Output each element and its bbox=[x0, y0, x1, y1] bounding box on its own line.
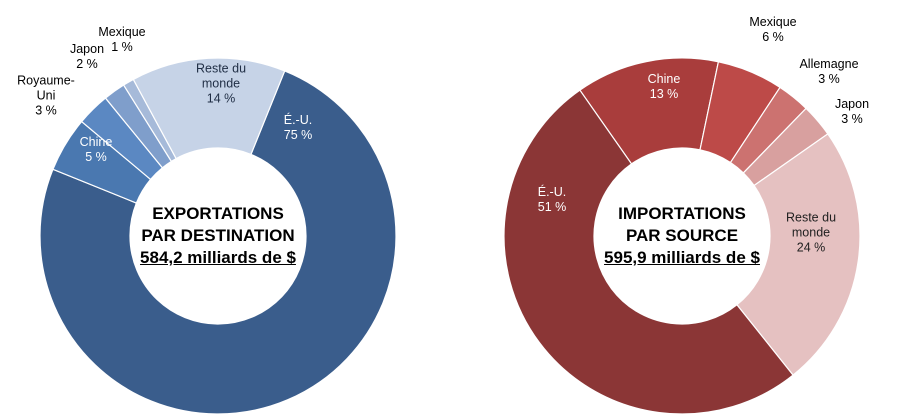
category-name: Japon bbox=[69, 42, 105, 56]
slice-label: É.-U. 75 % bbox=[263, 113, 333, 143]
category-name: Chine bbox=[647, 72, 681, 86]
slice-label: Reste du monde 14 % bbox=[186, 62, 256, 107]
value-label: 3 % bbox=[841, 112, 863, 126]
center-total: 584,2 milliards de $ bbox=[140, 248, 296, 267]
value-label: 2 % bbox=[76, 57, 98, 71]
value-label: 1 % bbox=[111, 40, 133, 54]
category-name: Royaume-Uni bbox=[17, 73, 75, 103]
value-label: 75 % bbox=[283, 128, 313, 142]
center-title: EXPORTATIONS PAR DESTINATION bbox=[141, 204, 295, 245]
value-label: 5 % bbox=[85, 150, 107, 164]
slice-label: Chine 5 % bbox=[66, 135, 126, 165]
slice-label: Reste du monde 24 % bbox=[776, 211, 846, 256]
value-label: 3 % bbox=[35, 103, 57, 118]
center-text: EXPORTATIONS PAR DESTINATION 584,2 millia… bbox=[138, 203, 298, 269]
category-name: Reste du monde bbox=[785, 210, 837, 240]
center-text: IMPORTATIONS PAR SOURCE 595,9 milliards d… bbox=[602, 203, 762, 269]
center-total: 595,9 milliards de $ bbox=[604, 248, 760, 267]
slice-label: Japon 3 % bbox=[822, 97, 882, 127]
category-name: É.-U. bbox=[537, 185, 567, 199]
slice-label: Mexique 1 % bbox=[92, 25, 152, 55]
category-name: Reste du monde bbox=[195, 61, 247, 91]
value-label: 51 % bbox=[537, 200, 567, 214]
slice-label: Royaume-Uni 3 % bbox=[15, 74, 77, 119]
category-name: Mexique bbox=[749, 15, 797, 29]
value-label: 24 % bbox=[796, 240, 826, 255]
category-name: Chine bbox=[79, 135, 113, 149]
donut-hole bbox=[130, 148, 306, 324]
value-label: 13 % bbox=[649, 87, 679, 101]
category-name: Mexique bbox=[98, 25, 146, 39]
category-name: Japon bbox=[834, 97, 870, 111]
slice-label: Mexique 6 % bbox=[743, 15, 803, 45]
category-name: Allemagne bbox=[799, 57, 859, 71]
slice-label: Chine 13 % bbox=[634, 72, 694, 102]
slice-label: Japon 2 % bbox=[62, 42, 112, 72]
value-label: 14 % bbox=[206, 91, 236, 106]
center-title: IMPORTATIONS PAR SOURCE bbox=[618, 204, 746, 245]
value-label: 3 % bbox=[818, 72, 840, 86]
donut-hole bbox=[594, 148, 770, 324]
slice-label: Allemagne 3 % bbox=[789, 57, 869, 87]
slice-label: É.-U. 51 % bbox=[522, 185, 582, 215]
category-name: É.-U. bbox=[283, 113, 313, 127]
value-label: 6 % bbox=[762, 30, 784, 44]
